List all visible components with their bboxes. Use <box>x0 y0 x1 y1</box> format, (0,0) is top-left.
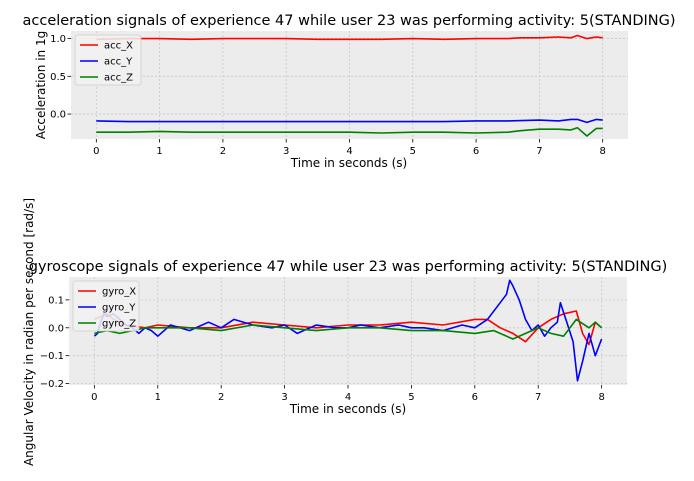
series-line-acc-y <box>96 118 603 124</box>
legend-label-acc-z: acc_Z <box>104 73 133 84</box>
gyroscope-chart-title: gyroscope signals of experience 47 while… <box>29 259 668 275</box>
gyro-x-tick-label: 4 <box>345 392 351 403</box>
gyro-x-tick-label: 8 <box>598 392 604 403</box>
series-line-gyro-z <box>94 318 603 340</box>
gyro-legend-box <box>72 280 140 332</box>
gyro-x-tick-label: 0 <box>91 392 97 403</box>
series-line-acc-z <box>96 126 603 137</box>
gyroscope-legend: gyro_X gyro_Y gyro_Z <box>72 280 140 332</box>
acc-y-tick-label: 0.5 <box>50 72 66 83</box>
legend-label-acc-x: acc_X <box>104 41 133 52</box>
legend-label-gyro-x: gyro_X <box>102 287 136 298</box>
gyro-y-tick-label: −0.1 <box>40 351 64 362</box>
acc-x-tick-label: 4 <box>346 146 352 157</box>
gyro-x-tick-label: 6 <box>472 392 478 403</box>
gyroscope-x-axis-label: Time in seconds (s) <box>289 402 406 416</box>
acc-x-tick-label: 6 <box>473 146 479 157</box>
acc-x-tick-label: 2 <box>220 146 226 157</box>
series-line-acc-x <box>96 34 603 41</box>
gyroscope-chart: gyroscope signals of experience 47 while… <box>22 198 667 466</box>
gyro-x-tick-label: 5 <box>408 392 414 403</box>
legend-label-gyro-z: gyro_Z <box>102 319 136 330</box>
acc-y-tick-label: 0.0 <box>50 110 66 121</box>
acc-x-tick-label: 3 <box>283 146 289 157</box>
acc-x-tick-label: 1 <box>156 146 162 157</box>
acceleration-chart-title: acceleration signals of experience 47 wh… <box>22 13 675 29</box>
acceleration-series <box>96 34 603 137</box>
acceleration-legend: acc_X acc_Y acc_Z <box>74 34 142 86</box>
acc-x-tick-label: 5 <box>410 146 416 157</box>
gyro-y-tick-label: 0.0 <box>48 323 64 334</box>
acc-x-tick-label: 0 <box>93 146 99 157</box>
acceleration-x-ticks: 0 1 2 3 4 5 6 7 8 <box>93 139 606 157</box>
acceleration-x-axis-label: Time in seconds (s) <box>290 156 407 170</box>
acc-x-tick-label: 7 <box>536 146 542 157</box>
acc-x-tick-label: 8 <box>599 146 605 157</box>
acc-y-tick-label: 1.0 <box>50 34 66 45</box>
gyro-x-tick-label: 3 <box>281 392 287 403</box>
gyroscope-y-ticks: −0.2 −0.1 0.0 0.1 <box>40 295 69 390</box>
acceleration-y-ticks: 0.0 0.5 1.0 <box>50 34 71 121</box>
legend-label-acc-y: acc_Y <box>104 57 133 68</box>
acceleration-y-axis-label: Acceleration in 1g <box>34 31 48 139</box>
gyro-x-tick-label: 7 <box>535 392 541 403</box>
acc-legend-box <box>74 34 142 86</box>
gyro-y-tick-label: −0.2 <box>40 379 64 390</box>
gyro-x-tick-label: 1 <box>155 392 161 403</box>
acceleration-chart: acceleration signals of experience 47 wh… <box>22 13 675 170</box>
gyro-y-tick-label: 0.1 <box>48 295 64 306</box>
gyroscope-x-ticks: 0 1 2 3 4 5 6 7 8 <box>91 385 605 403</box>
gyroscope-y-axis-label: Angular Velocity in radian per second [r… <box>22 198 36 466</box>
legend-label-gyro-y: gyro_Y <box>102 303 136 314</box>
gyro-x-tick-label: 2 <box>218 392 224 403</box>
